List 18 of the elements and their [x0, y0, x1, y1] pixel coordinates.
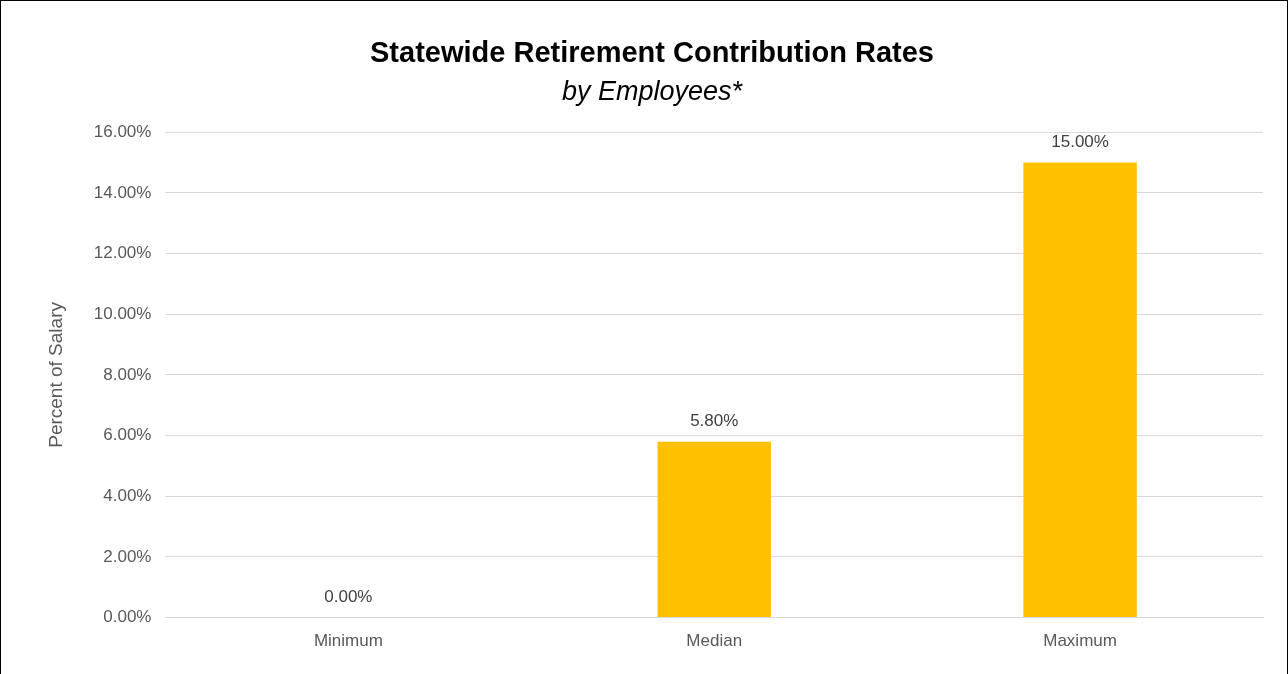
x-tick-label: Minimum — [313, 631, 383, 651]
y-tick-label: 8.00% — [103, 364, 152, 384]
y-tick-label: 0.00% — [103, 607, 152, 627]
data-label: 0.00% — [324, 586, 373, 606]
y-tick-label: 4.00% — [103, 485, 152, 505]
y-tick-label: 12.00% — [93, 243, 152, 263]
y-tick-label: 16.00% — [93, 121, 152, 141]
y-tick-label: 6.00% — [103, 425, 152, 445]
y-tick-label: 2.00% — [103, 546, 152, 566]
data-label: 15.00% — [1051, 131, 1109, 151]
y-axis-title: Percent of Salary — [44, 301, 66, 448]
data-label: 5.80% — [690, 410, 739, 430]
x-tick-label: Maximum — [1043, 631, 1117, 651]
x-tick-label: Median — [686, 631, 743, 651]
y-tick-label: 10.00% — [93, 303, 152, 323]
chart-subtitle: by Employees* — [561, 75, 744, 106]
y-tick-label: 14.00% — [93, 182, 152, 202]
chart-title: Statewide Retirement Contribution Rates — [370, 36, 934, 69]
